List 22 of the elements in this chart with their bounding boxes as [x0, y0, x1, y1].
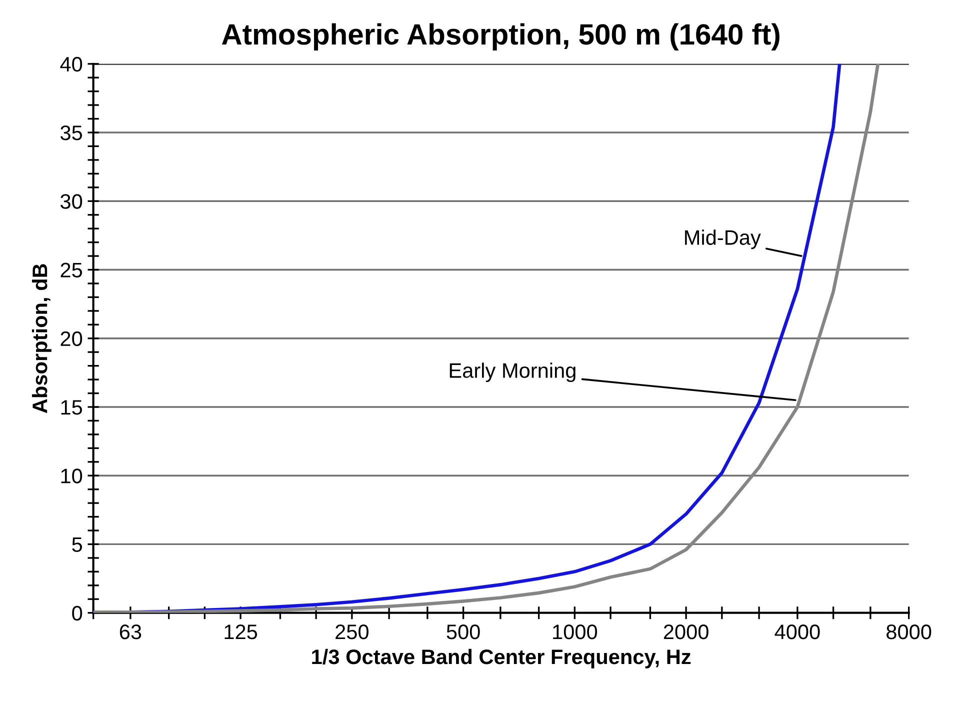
x-tick-label: 8000: [886, 624, 932, 640]
chart-title: Atmospheric Absorption, 500 m (1640 ft): [222, 23, 780, 50]
x-tick-label: 2000: [664, 624, 708, 640]
annotation: Early Morning: [450, 362, 576, 382]
y-tick-label: 5: [72, 537, 82, 552]
x-tick-label: 125: [224, 624, 258, 640]
x-tick-label: 1000: [553, 624, 598, 640]
y-tick-label: 0: [72, 606, 82, 621]
x-axis-title: 1/3 Octave Band Center Frequency, Hz: [312, 648, 691, 668]
y-tick-label: 20: [60, 331, 82, 346]
y-tick-label: 30: [60, 194, 82, 209]
y-tick-label: 35: [60, 126, 82, 140]
x-tick-label: 4000: [774, 624, 820, 640]
x-tick-label: 500: [446, 624, 480, 640]
y-tick-label: 25: [60, 262, 82, 278]
y-tick-label: 15: [61, 400, 82, 415]
annotation: Mid-Day: [685, 230, 761, 250]
x-tick-label: 63: [120, 624, 142, 640]
x-tick-label: 250: [336, 624, 368, 640]
y-axis-title: Absorption, dB: [32, 264, 52, 414]
y-tick-label: 10: [61, 468, 82, 484]
y-tick-label: 40: [60, 56, 82, 72]
